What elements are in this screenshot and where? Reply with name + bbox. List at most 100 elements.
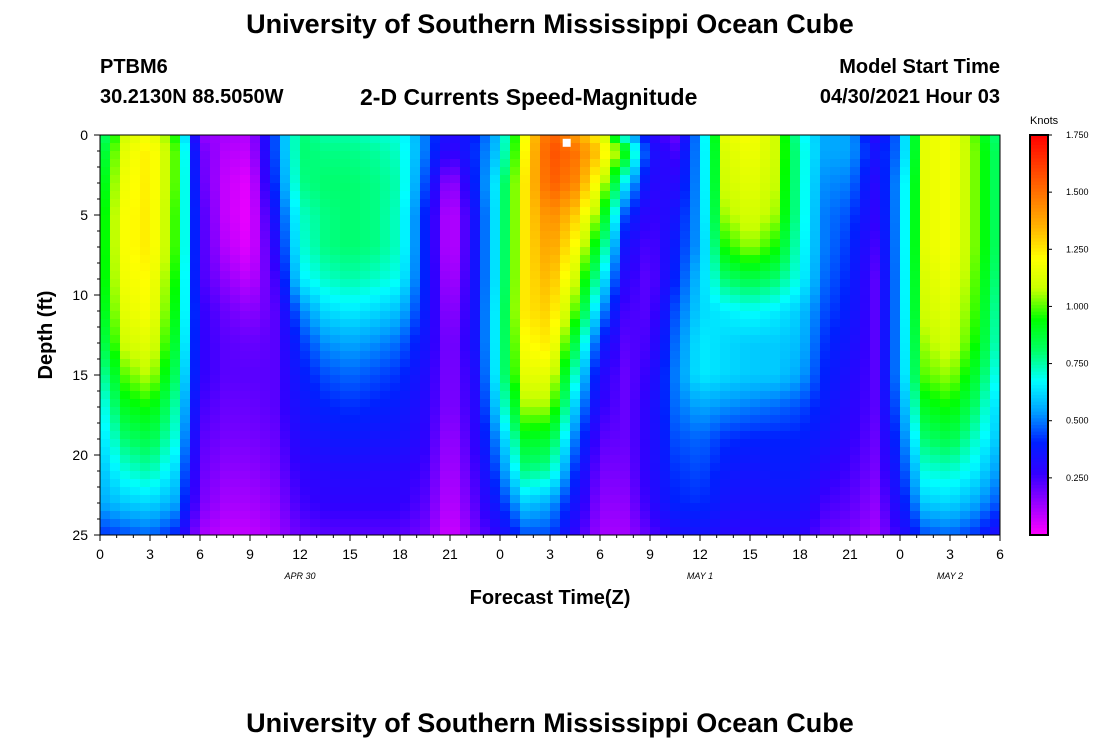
- heatmap-cell: [310, 159, 321, 168]
- heatmap-cell: [220, 519, 231, 528]
- heatmap-cell: [570, 255, 581, 264]
- heatmap-cell: [460, 183, 471, 192]
- heatmap-cell: [710, 487, 721, 496]
- heatmap-cell: [250, 423, 261, 432]
- heatmap-cell: [820, 223, 831, 232]
- heatmap-cell: [940, 279, 951, 288]
- colorbar-swatch: [1030, 365, 1048, 369]
- heatmap-cell: [380, 319, 391, 328]
- heatmap-cell: [380, 495, 391, 504]
- heatmap-cell: [240, 519, 251, 528]
- heatmap-cell: [460, 247, 471, 256]
- heatmap-cell: [990, 495, 1000, 504]
- heatmap-cell: [980, 423, 991, 432]
- heatmap-cell: [130, 311, 141, 320]
- heatmap-cell: [990, 335, 1000, 344]
- heatmap-cell: [440, 311, 451, 320]
- heatmap-cell: [590, 191, 601, 200]
- heatmap-cell: [790, 183, 801, 192]
- heatmap-cell: [380, 503, 391, 512]
- heatmap-cell: [860, 415, 871, 424]
- heatmap-cell: [520, 495, 531, 504]
- heatmap-cell: [510, 471, 521, 480]
- heatmap-cell: [100, 199, 111, 208]
- heatmap-cell: [980, 431, 991, 440]
- heatmap-cell: [820, 167, 831, 176]
- heatmap-cell: [330, 319, 341, 328]
- heatmap-cell: [130, 319, 141, 328]
- heatmap-cell: [720, 367, 731, 376]
- heatmap-cell: [530, 215, 541, 224]
- heatmap-cell: [500, 135, 511, 144]
- heatmap-cell: [580, 335, 591, 344]
- x-tick-label: 9: [646, 546, 654, 562]
- heatmap-cell: [220, 367, 231, 376]
- heatmap-cell: [100, 527, 111, 535]
- heatmap-cell: [440, 287, 451, 296]
- heatmap-cell: [980, 383, 991, 392]
- heatmap-cell: [600, 415, 611, 424]
- heatmap-cell: [200, 335, 211, 344]
- heatmap-cell: [160, 423, 171, 432]
- heatmap-cell: [800, 439, 811, 448]
- heatmap-cell: [580, 247, 591, 256]
- heatmap-cell: [100, 455, 111, 464]
- heatmap-cell: [580, 399, 591, 408]
- heatmap-cell: [320, 271, 331, 280]
- heatmap-cell: [440, 303, 451, 312]
- heatmap-cell: [590, 463, 601, 472]
- heatmap-cell: [700, 527, 711, 535]
- heatmap-cell: [150, 447, 161, 456]
- heatmap-cell: [490, 471, 501, 480]
- heatmap-cell: [360, 215, 371, 224]
- heatmap-cell: [670, 287, 681, 296]
- heatmap-cell: [390, 303, 401, 312]
- heatmap-cell: [650, 311, 661, 320]
- heatmap-cell: [270, 511, 281, 520]
- heatmap-cell: [130, 495, 141, 504]
- heatmap-cell: [760, 263, 771, 272]
- heatmap-cell: [230, 167, 241, 176]
- heatmap-cell: [780, 383, 791, 392]
- heatmap-cell: [380, 423, 391, 432]
- heatmap-cell: [920, 207, 931, 216]
- heatmap-cell: [710, 527, 721, 535]
- heatmap-cell: [360, 167, 371, 176]
- heatmap-cell: [640, 511, 651, 520]
- heatmap-cell: [550, 383, 561, 392]
- heatmap-cell: [890, 471, 901, 480]
- heatmap-cell: [890, 415, 901, 424]
- heatmap-cell: [360, 231, 371, 240]
- heatmap-cell: [280, 223, 291, 232]
- heatmap-cell: [880, 367, 891, 376]
- heatmap-cell: [520, 183, 531, 192]
- heatmap-cell: [140, 303, 151, 312]
- heatmap-cell: [760, 375, 771, 384]
- heatmap-cell: [950, 279, 961, 288]
- heatmap-cell: [330, 351, 341, 360]
- heatmap-cell: [220, 319, 231, 328]
- x-tick-label: 6: [196, 546, 204, 562]
- heatmap-cell: [800, 455, 811, 464]
- heatmap-cell: [880, 143, 891, 152]
- heatmap-cell: [700, 311, 711, 320]
- heatmap-cell: [340, 455, 351, 464]
- heatmap-cell: [310, 415, 321, 424]
- heatmap-cell: [280, 455, 291, 464]
- heatmap-cell: [180, 183, 191, 192]
- heatmap-cell: [740, 327, 751, 336]
- heatmap-cell: [500, 167, 511, 176]
- heatmap-cell: [400, 431, 411, 440]
- heatmap-cell: [970, 367, 981, 376]
- colorbar-swatch: [1030, 221, 1048, 226]
- heatmap-cell: [170, 343, 181, 352]
- heatmap-cell: [100, 359, 111, 368]
- heatmap-cell: [210, 311, 221, 320]
- heatmap-cell: [160, 271, 171, 280]
- heatmap-cell: [650, 447, 661, 456]
- heatmap-cell: [340, 223, 351, 232]
- heatmap-cell: [250, 479, 261, 488]
- heatmap-cell: [770, 319, 781, 328]
- heatmap-cell: [520, 511, 531, 520]
- heatmap-cell: [230, 399, 241, 408]
